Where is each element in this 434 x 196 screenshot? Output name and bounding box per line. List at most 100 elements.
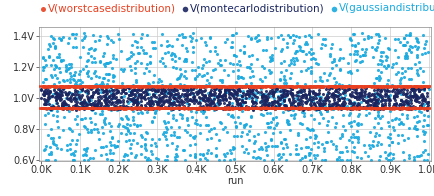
V(montecarlodistribution)	[225, 88, 232, 91]
V(worstcasedistribution)	[197, 107, 204, 110]
V(gaussiandistribution)	[357, 157, 364, 160]
V(gaussiandistribution)	[168, 51, 175, 54]
V(montecarlodistribution)	[144, 87, 151, 91]
V(worstcasedistribution)	[262, 106, 269, 110]
V(gaussiandistribution)	[373, 76, 380, 79]
V(montecarlodistribution)	[228, 93, 235, 96]
V(gaussiandistribution)	[318, 143, 325, 146]
V(worstcasedistribution)	[162, 85, 169, 88]
V(gaussiandistribution)	[351, 59, 358, 62]
V(gaussiandistribution)	[123, 122, 130, 126]
V(worstcasedistribution)	[71, 106, 78, 109]
V(montecarlodistribution)	[302, 106, 309, 109]
V(montecarlodistribution)	[415, 104, 422, 108]
V(gaussiandistribution)	[240, 44, 247, 48]
V(worstcasedistribution)	[192, 85, 199, 88]
V(montecarlodistribution)	[149, 93, 156, 96]
V(montecarlodistribution)	[71, 99, 78, 102]
V(gaussiandistribution)	[317, 113, 324, 116]
V(gaussiandistribution)	[241, 124, 248, 127]
V(worstcasedistribution)	[228, 85, 235, 88]
V(montecarlodistribution)	[392, 95, 399, 98]
V(gaussiandistribution)	[354, 113, 361, 116]
V(gaussiandistribution)	[309, 128, 316, 132]
V(gaussiandistribution)	[307, 98, 314, 101]
V(worstcasedistribution)	[416, 107, 423, 110]
V(montecarlodistribution)	[134, 97, 141, 100]
V(montecarlodistribution)	[260, 103, 267, 106]
V(worstcasedistribution)	[381, 106, 388, 109]
V(gaussiandistribution)	[55, 67, 62, 70]
V(gaussiandistribution)	[264, 125, 271, 128]
V(montecarlodistribution)	[321, 106, 328, 109]
V(montecarlodistribution)	[366, 98, 373, 101]
V(gaussiandistribution)	[97, 34, 104, 37]
V(gaussiandistribution)	[119, 82, 126, 85]
V(worstcasedistribution)	[53, 107, 60, 110]
V(worstcasedistribution)	[387, 107, 394, 110]
V(montecarlodistribution)	[357, 91, 364, 94]
V(gaussiandistribution)	[148, 137, 155, 141]
V(montecarlodistribution)	[409, 104, 416, 107]
V(montecarlodistribution)	[116, 99, 123, 103]
V(montecarlodistribution)	[268, 103, 275, 107]
V(montecarlodistribution)	[302, 101, 309, 104]
V(worstcasedistribution)	[70, 85, 77, 88]
V(montecarlodistribution)	[119, 89, 126, 93]
V(worstcasedistribution)	[378, 106, 385, 109]
V(gaussiandistribution)	[49, 142, 56, 145]
V(montecarlodistribution)	[279, 100, 286, 103]
V(gaussiandistribution)	[338, 158, 345, 162]
V(gaussiandistribution)	[421, 39, 428, 42]
V(worstcasedistribution)	[406, 85, 413, 88]
V(montecarlodistribution)	[128, 98, 135, 101]
V(worstcasedistribution)	[71, 106, 78, 110]
V(worstcasedistribution)	[405, 85, 412, 88]
V(gaussiandistribution)	[322, 141, 329, 144]
V(gaussiandistribution)	[423, 123, 430, 126]
V(gaussiandistribution)	[253, 57, 260, 60]
V(gaussiandistribution)	[226, 158, 233, 162]
V(gaussiandistribution)	[350, 146, 357, 149]
V(gaussiandistribution)	[295, 36, 302, 39]
V(montecarlodistribution)	[307, 101, 314, 104]
V(worstcasedistribution)	[175, 85, 182, 88]
V(worstcasedistribution)	[113, 85, 120, 88]
V(montecarlodistribution)	[79, 93, 85, 96]
V(montecarlodistribution)	[288, 97, 295, 100]
V(montecarlodistribution)	[230, 89, 237, 92]
V(worstcasedistribution)	[53, 107, 60, 110]
V(gaussiandistribution)	[171, 59, 178, 62]
V(worstcasedistribution)	[371, 85, 378, 88]
V(worstcasedistribution)	[171, 85, 178, 88]
V(montecarlodistribution)	[291, 104, 298, 107]
V(montecarlodistribution)	[170, 100, 177, 103]
V(gaussiandistribution)	[403, 103, 410, 106]
V(montecarlodistribution)	[51, 95, 58, 99]
V(gaussiandistribution)	[277, 141, 284, 144]
V(worstcasedistribution)	[66, 107, 73, 110]
V(worstcasedistribution)	[198, 106, 205, 110]
V(montecarlodistribution)	[298, 102, 305, 105]
V(montecarlodistribution)	[281, 85, 288, 88]
V(gaussiandistribution)	[178, 32, 185, 35]
V(montecarlodistribution)	[406, 90, 413, 93]
V(worstcasedistribution)	[250, 106, 257, 110]
V(worstcasedistribution)	[117, 107, 124, 110]
V(worstcasedistribution)	[312, 85, 319, 89]
V(montecarlodistribution)	[183, 94, 190, 98]
V(gaussiandistribution)	[382, 54, 389, 58]
V(gaussiandistribution)	[261, 130, 268, 133]
V(gaussiandistribution)	[247, 37, 254, 40]
V(montecarlodistribution)	[160, 94, 167, 98]
V(gaussiandistribution)	[154, 97, 161, 101]
V(worstcasedistribution)	[209, 106, 216, 109]
V(worstcasedistribution)	[78, 107, 85, 110]
V(gaussiandistribution)	[294, 93, 301, 97]
V(worstcasedistribution)	[236, 85, 243, 88]
V(montecarlodistribution)	[38, 87, 45, 90]
V(worstcasedistribution)	[187, 85, 194, 88]
V(montecarlodistribution)	[53, 99, 59, 102]
V(montecarlodistribution)	[190, 94, 197, 98]
V(gaussiandistribution)	[348, 140, 355, 143]
